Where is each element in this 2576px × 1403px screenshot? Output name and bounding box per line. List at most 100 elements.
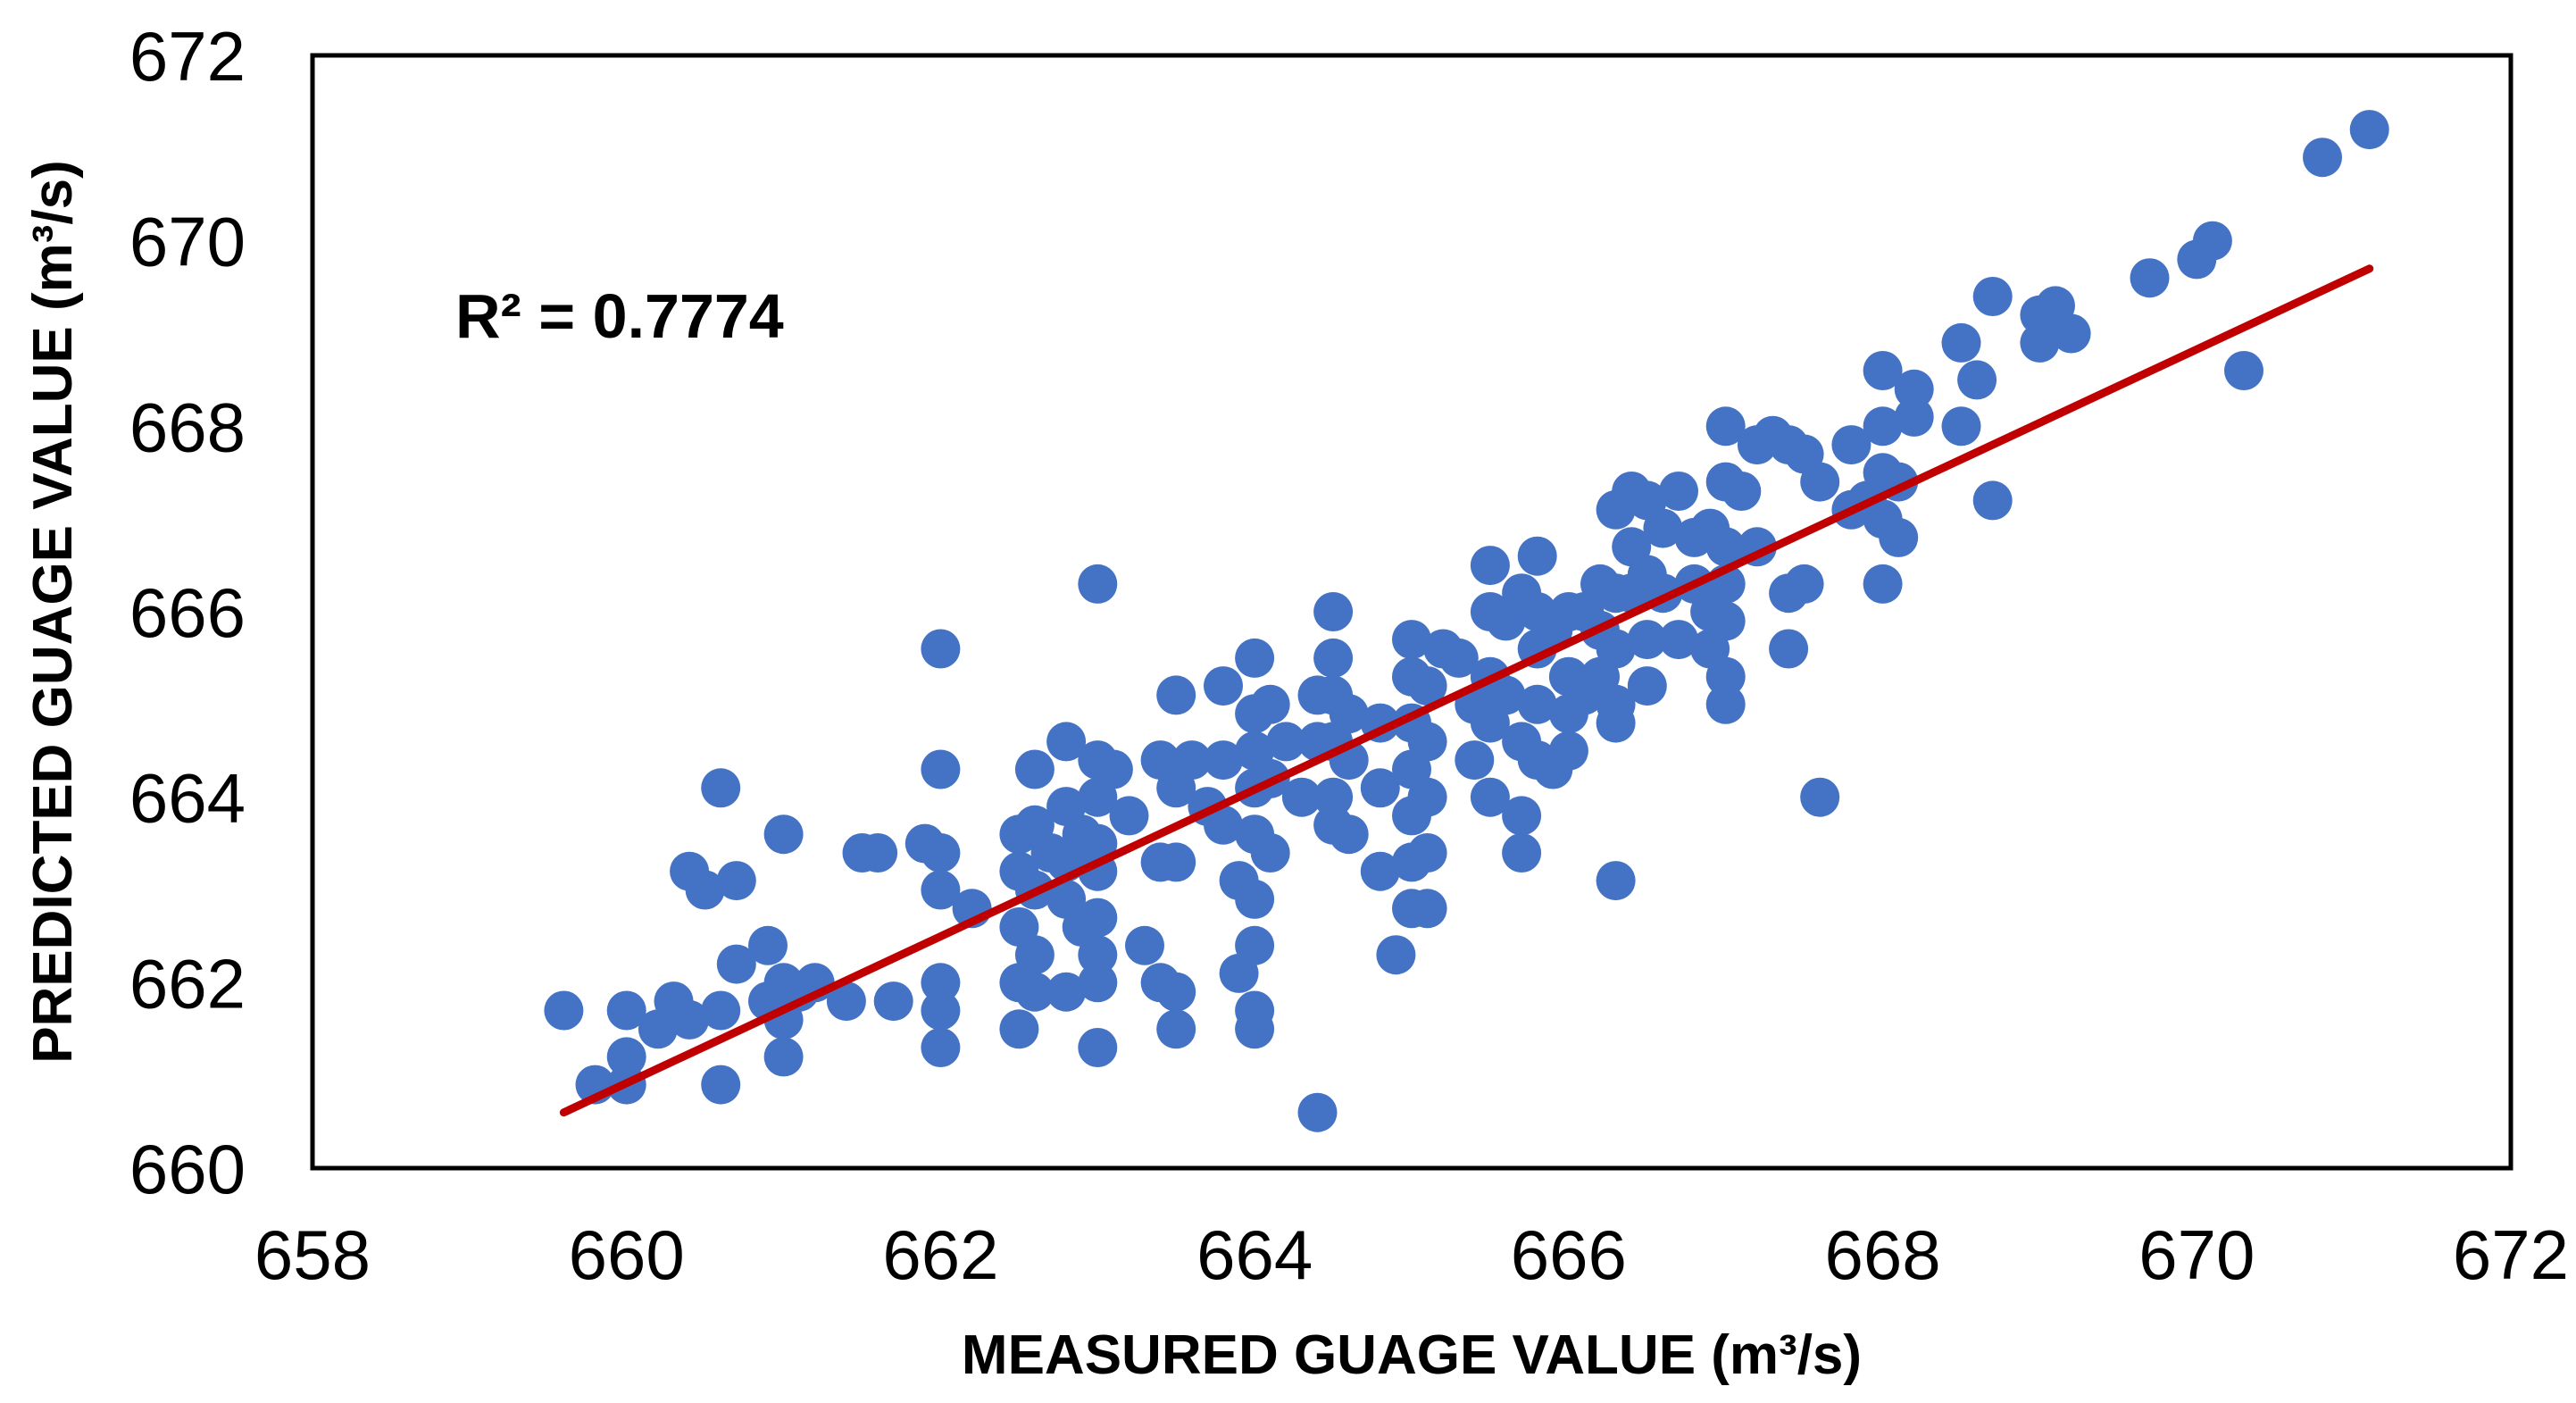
data-point: [1078, 823, 1118, 864]
x-tick-label: 670: [2138, 1215, 2255, 1294]
data-point: [1014, 749, 1055, 789]
data-point: [1517, 684, 1557, 724]
x-tick-label: 660: [569, 1215, 685, 1294]
data-point: [2192, 221, 2232, 261]
data-point: [685, 870, 725, 910]
data-point: [1313, 777, 1354, 817]
data-point: [1014, 972, 1055, 1012]
data-point: [1502, 796, 1542, 836]
data-point: [1972, 277, 2013, 316]
data-point: [1863, 406, 1903, 447]
data-point: [826, 981, 866, 1022]
data-point: [1125, 925, 1164, 965]
data-point: [1831, 425, 1872, 465]
y-tick-label: 670: [129, 203, 246, 281]
data-point: [1502, 833, 1542, 873]
data-point: [1863, 351, 1903, 390]
data-point: [1659, 472, 1698, 511]
data-point: [1156, 675, 1196, 715]
data-point: [1784, 564, 1824, 604]
data-point: [858, 833, 898, 873]
data-point: [1156, 972, 1196, 1012]
data-point: [1800, 777, 1840, 817]
data-point: [701, 1065, 741, 1105]
data-point: [921, 963, 961, 1003]
data-point: [1392, 620, 1431, 660]
data-point: [1109, 796, 1149, 836]
data-point: [606, 990, 646, 1031]
data-point: [1376, 935, 1416, 975]
data-point: [1941, 322, 1981, 363]
data-point: [1078, 1028, 1118, 1067]
x-axis-title: MEASURED GUAGE VALUE (m³/s): [962, 1324, 1862, 1386]
data-point: [921, 749, 961, 789]
data-point: [1266, 722, 1306, 762]
data-point: [1235, 879, 1275, 919]
data-point: [1360, 851, 1400, 891]
data-point: [1596, 629, 1636, 669]
data-point: [1360, 768, 1400, 808]
data-point: [921, 990, 961, 1031]
data-point: [1204, 805, 1243, 845]
y-tick-label: 666: [129, 573, 246, 652]
data-point: [2224, 351, 2263, 390]
data-point: [1517, 536, 1557, 576]
data-point: [1078, 564, 1118, 604]
y-tick-label: 672: [129, 17, 246, 96]
data-point: [1078, 935, 1118, 975]
data-point: [1894, 369, 1934, 409]
data-point: [1078, 963, 1118, 1003]
data-point: [1329, 694, 1369, 734]
data-point: [1863, 564, 1903, 604]
data-point: [1407, 666, 1447, 706]
x-tick-label: 658: [254, 1215, 371, 1294]
y-axis-ticks: 660 662 664 666 668 670 672: [129, 17, 246, 1208]
data-point: [716, 944, 756, 984]
r-squared-annotation: R² = 0.7774: [455, 281, 784, 351]
data-point: [1407, 889, 1447, 929]
y-axis-title: PREDICTED GUAGE VALUE (m³/s): [22, 160, 84, 1064]
data-point: [1046, 972, 1087, 1012]
data-point: [1235, 1009, 1275, 1049]
data-point: [1171, 740, 1212, 781]
data-point: [1407, 833, 1447, 873]
data-points-layer: [544, 110, 2389, 1132]
x-tick-label: 666: [1511, 1215, 1627, 1294]
y-tick-label: 660: [129, 1130, 246, 1208]
data-point: [1627, 620, 1667, 660]
data-point: [873, 981, 913, 1022]
data-point: [1313, 638, 1354, 678]
data-point: [1627, 666, 1667, 706]
data-point: [1705, 684, 1746, 724]
data-point: [1235, 638, 1275, 678]
data-point: [1470, 777, 1510, 817]
data-point: [2051, 313, 2091, 354]
data-point: [1204, 740, 1243, 781]
data-point: [1879, 517, 1919, 557]
data-point: [999, 1009, 1039, 1049]
data-point: [1329, 814, 1369, 855]
data-point: [2130, 258, 2170, 298]
data-point: [1250, 833, 1290, 873]
data-point: [1972, 480, 2013, 521]
data-point: [1407, 722, 1447, 762]
x-tick-label: 664: [1196, 1215, 1313, 1294]
plot-area-frame: [310, 53, 2513, 1171]
data-point: [701, 768, 741, 808]
data-point: [1438, 638, 1479, 678]
data-point: [1596, 861, 1636, 901]
data-point: [1455, 740, 1495, 781]
data-point: [670, 999, 710, 1040]
data-point: [921, 833, 961, 873]
data-point: [1705, 406, 1746, 447]
data-point: [1705, 656, 1746, 697]
data-point: [606, 1037, 646, 1077]
data-point: [763, 814, 804, 855]
data-point: [921, 870, 961, 910]
data-point: [1769, 629, 1809, 669]
data-point: [1250, 684, 1290, 724]
data-point: [1941, 406, 1981, 447]
y-tick-label: 668: [129, 388, 246, 466]
